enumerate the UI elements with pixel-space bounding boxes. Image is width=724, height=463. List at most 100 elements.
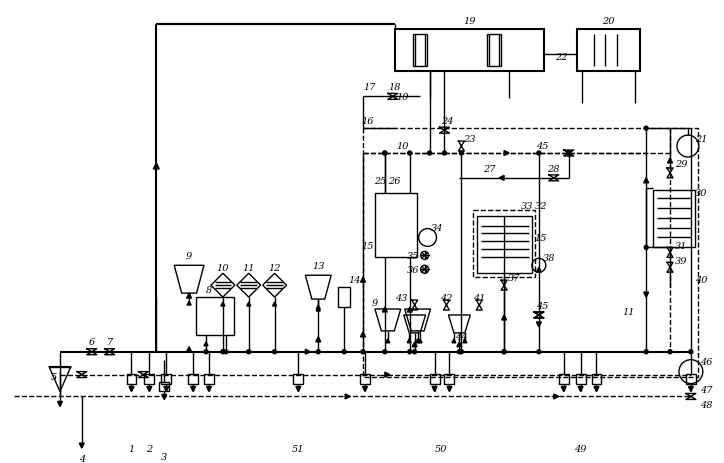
Polygon shape xyxy=(316,306,320,309)
Text: 45: 45 xyxy=(536,301,548,310)
Text: 11: 11 xyxy=(243,263,255,272)
Text: 12: 12 xyxy=(269,263,281,272)
Text: 16: 16 xyxy=(362,117,374,125)
Circle shape xyxy=(644,350,648,354)
Text: 33: 33 xyxy=(521,202,533,211)
Polygon shape xyxy=(190,387,195,392)
Polygon shape xyxy=(57,401,62,407)
Text: 38: 38 xyxy=(542,253,555,262)
Polygon shape xyxy=(361,332,366,337)
Circle shape xyxy=(502,350,506,354)
Text: 47: 47 xyxy=(699,385,712,394)
Text: 1: 1 xyxy=(128,444,135,453)
Text: 51: 51 xyxy=(292,444,305,453)
Bar xyxy=(395,30,544,71)
Polygon shape xyxy=(668,159,673,163)
Text: 18: 18 xyxy=(389,83,401,92)
Polygon shape xyxy=(386,339,390,343)
Text: 21: 21 xyxy=(694,134,707,143)
Circle shape xyxy=(224,350,228,354)
Text: 10: 10 xyxy=(397,141,409,150)
Circle shape xyxy=(221,350,225,354)
Polygon shape xyxy=(418,339,422,343)
Bar xyxy=(429,374,439,384)
Polygon shape xyxy=(536,268,542,273)
Bar xyxy=(363,129,698,377)
Text: 9: 9 xyxy=(186,251,193,260)
Text: 4: 4 xyxy=(79,454,85,463)
Bar xyxy=(592,374,602,384)
Circle shape xyxy=(204,350,208,354)
Polygon shape xyxy=(594,387,599,392)
Circle shape xyxy=(458,350,461,354)
Bar xyxy=(686,374,696,384)
Text: 8: 8 xyxy=(206,285,212,294)
Polygon shape xyxy=(206,387,211,392)
Text: 2: 2 xyxy=(146,444,153,453)
Polygon shape xyxy=(80,443,84,448)
Polygon shape xyxy=(161,394,167,400)
Circle shape xyxy=(668,350,672,354)
Text: 50: 50 xyxy=(435,444,447,453)
Polygon shape xyxy=(536,322,542,327)
Text: 44: 44 xyxy=(455,332,468,342)
Text: 28: 28 xyxy=(547,165,560,174)
Text: 24: 24 xyxy=(441,117,454,125)
Text: 3: 3 xyxy=(161,451,167,461)
Polygon shape xyxy=(129,387,134,392)
Polygon shape xyxy=(463,339,467,343)
Polygon shape xyxy=(407,339,411,343)
Bar xyxy=(576,30,640,71)
Text: 10: 10 xyxy=(216,263,229,272)
Bar xyxy=(204,374,214,384)
Circle shape xyxy=(459,350,463,354)
Bar xyxy=(559,374,568,384)
Bar xyxy=(473,210,535,278)
Text: 15: 15 xyxy=(534,233,547,243)
Circle shape xyxy=(408,350,412,354)
Text: 17: 17 xyxy=(363,83,376,92)
Bar xyxy=(445,374,455,384)
Circle shape xyxy=(567,152,571,156)
Circle shape xyxy=(408,152,412,156)
Polygon shape xyxy=(306,350,311,355)
Circle shape xyxy=(342,350,346,354)
Text: 23: 23 xyxy=(463,134,476,143)
Circle shape xyxy=(644,127,648,131)
Text: 39: 39 xyxy=(675,256,687,265)
Polygon shape xyxy=(204,342,208,346)
Bar xyxy=(338,288,350,307)
Polygon shape xyxy=(385,372,390,377)
Polygon shape xyxy=(345,394,350,399)
Polygon shape xyxy=(187,301,191,306)
Polygon shape xyxy=(407,307,412,313)
Circle shape xyxy=(361,350,365,354)
Bar xyxy=(161,374,171,384)
Circle shape xyxy=(537,152,541,156)
Polygon shape xyxy=(432,387,437,392)
Polygon shape xyxy=(316,337,321,342)
Circle shape xyxy=(459,152,463,156)
Polygon shape xyxy=(502,315,507,320)
Polygon shape xyxy=(561,387,566,392)
Circle shape xyxy=(502,350,506,354)
Polygon shape xyxy=(452,339,456,343)
Polygon shape xyxy=(382,307,387,313)
Bar xyxy=(360,374,370,384)
Text: 26: 26 xyxy=(389,177,401,186)
Polygon shape xyxy=(416,339,420,343)
Text: 45: 45 xyxy=(536,141,548,150)
Text: 9: 9 xyxy=(372,298,378,307)
Circle shape xyxy=(413,350,416,354)
Bar xyxy=(576,374,586,384)
Text: 31: 31 xyxy=(675,241,687,250)
Text: 37: 37 xyxy=(508,273,521,282)
Text: 40: 40 xyxy=(694,275,707,284)
Text: 27: 27 xyxy=(483,165,495,174)
Bar xyxy=(375,194,416,258)
Polygon shape xyxy=(153,163,159,169)
Text: 34: 34 xyxy=(432,224,444,232)
Polygon shape xyxy=(187,294,192,299)
Circle shape xyxy=(247,350,251,354)
Polygon shape xyxy=(164,387,169,392)
